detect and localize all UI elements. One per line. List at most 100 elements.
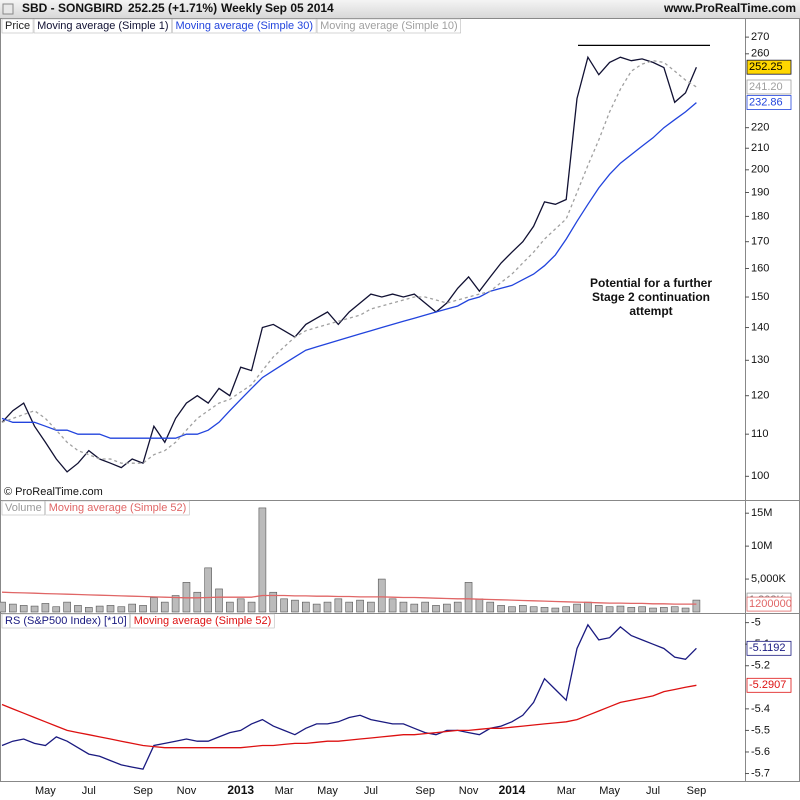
x-tick-label: May bbox=[35, 785, 56, 797]
last-value-box bbox=[746, 596, 792, 612]
header-bar bbox=[0, 0, 800, 18]
y-tick-label: 10M bbox=[751, 540, 772, 552]
legend-label: Volume bbox=[5, 502, 42, 514]
last-value-box bbox=[746, 95, 792, 110]
volume-bar bbox=[638, 606, 646, 613]
x-tick-label: 2013 bbox=[227, 783, 254, 797]
series-line bbox=[1, 55, 697, 473]
y-tick-label: 180 bbox=[751, 210, 769, 222]
last-value-label: 232.86 bbox=[749, 96, 783, 108]
volume-bar bbox=[280, 598, 288, 613]
series-line bbox=[1, 684, 697, 749]
volume-bar bbox=[627, 607, 636, 613]
volume-bar bbox=[529, 606, 538, 613]
legend-box bbox=[1, 613, 130, 629]
symbol: SBD - SONGBIRD bbox=[22, 1, 123, 15]
y-tick-label: 5,000K bbox=[751, 573, 787, 585]
volume-bar bbox=[540, 607, 549, 613]
volume-bar bbox=[377, 578, 386, 613]
volume-bar bbox=[475, 598, 484, 613]
y-tick-label: 130 bbox=[751, 354, 769, 366]
site: www.ProRealTime.com bbox=[663, 1, 796, 15]
volume-bar bbox=[388, 598, 397, 613]
last-value-box bbox=[746, 677, 792, 693]
volume-bar bbox=[508, 606, 516, 613]
volume-bar bbox=[367, 601, 375, 613]
legend-label: Moving average (Simple 10) bbox=[320, 20, 458, 32]
volume-bar bbox=[236, 598, 245, 613]
x-tick-label: May bbox=[317, 785, 338, 797]
volume-bar bbox=[421, 601, 429, 613]
y-tick-label: 190 bbox=[751, 186, 769, 198]
volume-bar bbox=[410, 603, 419, 613]
y-tick-label: 150 bbox=[751, 291, 769, 303]
volume-bar bbox=[30, 605, 39, 613]
x-tick-label: Sep bbox=[415, 785, 435, 797]
legend-box bbox=[130, 613, 275, 629]
y-tick-label: 140 bbox=[751, 321, 769, 333]
annotation: Stage 2 continuation bbox=[592, 290, 710, 304]
x-tick-label: Jul bbox=[82, 785, 96, 797]
volume-bar bbox=[95, 605, 104, 613]
y-tick-label: -5.5 bbox=[751, 724, 770, 736]
series-line bbox=[1, 623, 697, 770]
x-tick-label: Sep bbox=[687, 785, 707, 797]
volume-bar bbox=[117, 606, 126, 613]
volume-bar bbox=[291, 599, 299, 613]
volume-bar bbox=[128, 603, 136, 613]
volume-bar bbox=[258, 507, 267, 613]
volume-bar bbox=[605, 606, 614, 613]
y-tick-label: 220 bbox=[751, 122, 769, 134]
period: Weekly bbox=[221, 1, 262, 15]
volume-bar bbox=[171, 595, 180, 613]
volume-bar bbox=[562, 606, 571, 613]
legend-label: Moving average (Simple 30) bbox=[176, 20, 314, 32]
series-line bbox=[1, 60, 697, 464]
x-tick-label: Mar bbox=[275, 785, 294, 797]
volume-bar bbox=[9, 603, 17, 613]
volume-bar bbox=[85, 607, 93, 613]
legend-box bbox=[33, 18, 172, 34]
y-tick-label: 170 bbox=[751, 236, 769, 248]
last-value-box bbox=[746, 59, 792, 75]
volume-bar bbox=[74, 605, 82, 613]
volume-bar bbox=[399, 601, 408, 613]
legend-label: Moving average (Simple 52) bbox=[134, 615, 272, 627]
last-value-label: 1200000 bbox=[749, 598, 792, 610]
y-tick-label: -5.7 bbox=[751, 767, 770, 779]
x-tick-label: Mar bbox=[557, 785, 576, 797]
legend-label: Price bbox=[5, 20, 30, 32]
volume-bar bbox=[573, 603, 581, 613]
y-tick-label: -5 bbox=[751, 617, 761, 629]
volume-bar bbox=[443, 603, 451, 613]
volume-bar bbox=[345, 601, 354, 613]
volume-bar bbox=[692, 599, 701, 613]
volume-bar bbox=[616, 605, 625, 613]
volume-bar bbox=[160, 601, 169, 613]
annotation: attempt bbox=[629, 304, 672, 318]
y-tick-label: 100 bbox=[751, 470, 769, 482]
y-tick-label: -5.6 bbox=[751, 746, 770, 758]
y-tick-label: 200 bbox=[751, 164, 769, 176]
x-tick-label: 2014 bbox=[499, 783, 526, 797]
volume-bar bbox=[19, 605, 28, 613]
volume-bar bbox=[594, 605, 603, 613]
last-value-label: 241.20 bbox=[749, 81, 783, 93]
legend-label: Moving average (Simple 52) bbox=[49, 502, 187, 514]
legend-box bbox=[1, 500, 46, 516]
legend-label: Moving average (Simple 1) bbox=[37, 20, 168, 32]
volume-bar bbox=[518, 605, 527, 613]
date: Sep 05 2014 bbox=[265, 1, 334, 15]
y-tick-label: 270 bbox=[751, 31, 769, 43]
volume-bar bbox=[139, 605, 147, 613]
y-tick-label: -5.4 bbox=[751, 703, 770, 715]
annotation: Potential for a further bbox=[590, 276, 712, 290]
volume-bar bbox=[432, 605, 440, 613]
series-line bbox=[1, 102, 697, 439]
volume-bar bbox=[226, 601, 234, 613]
volume-bar bbox=[193, 591, 202, 613]
volume-bar bbox=[453, 601, 462, 613]
volume-bar bbox=[486, 601, 495, 613]
volume-bar bbox=[0, 601, 6, 613]
